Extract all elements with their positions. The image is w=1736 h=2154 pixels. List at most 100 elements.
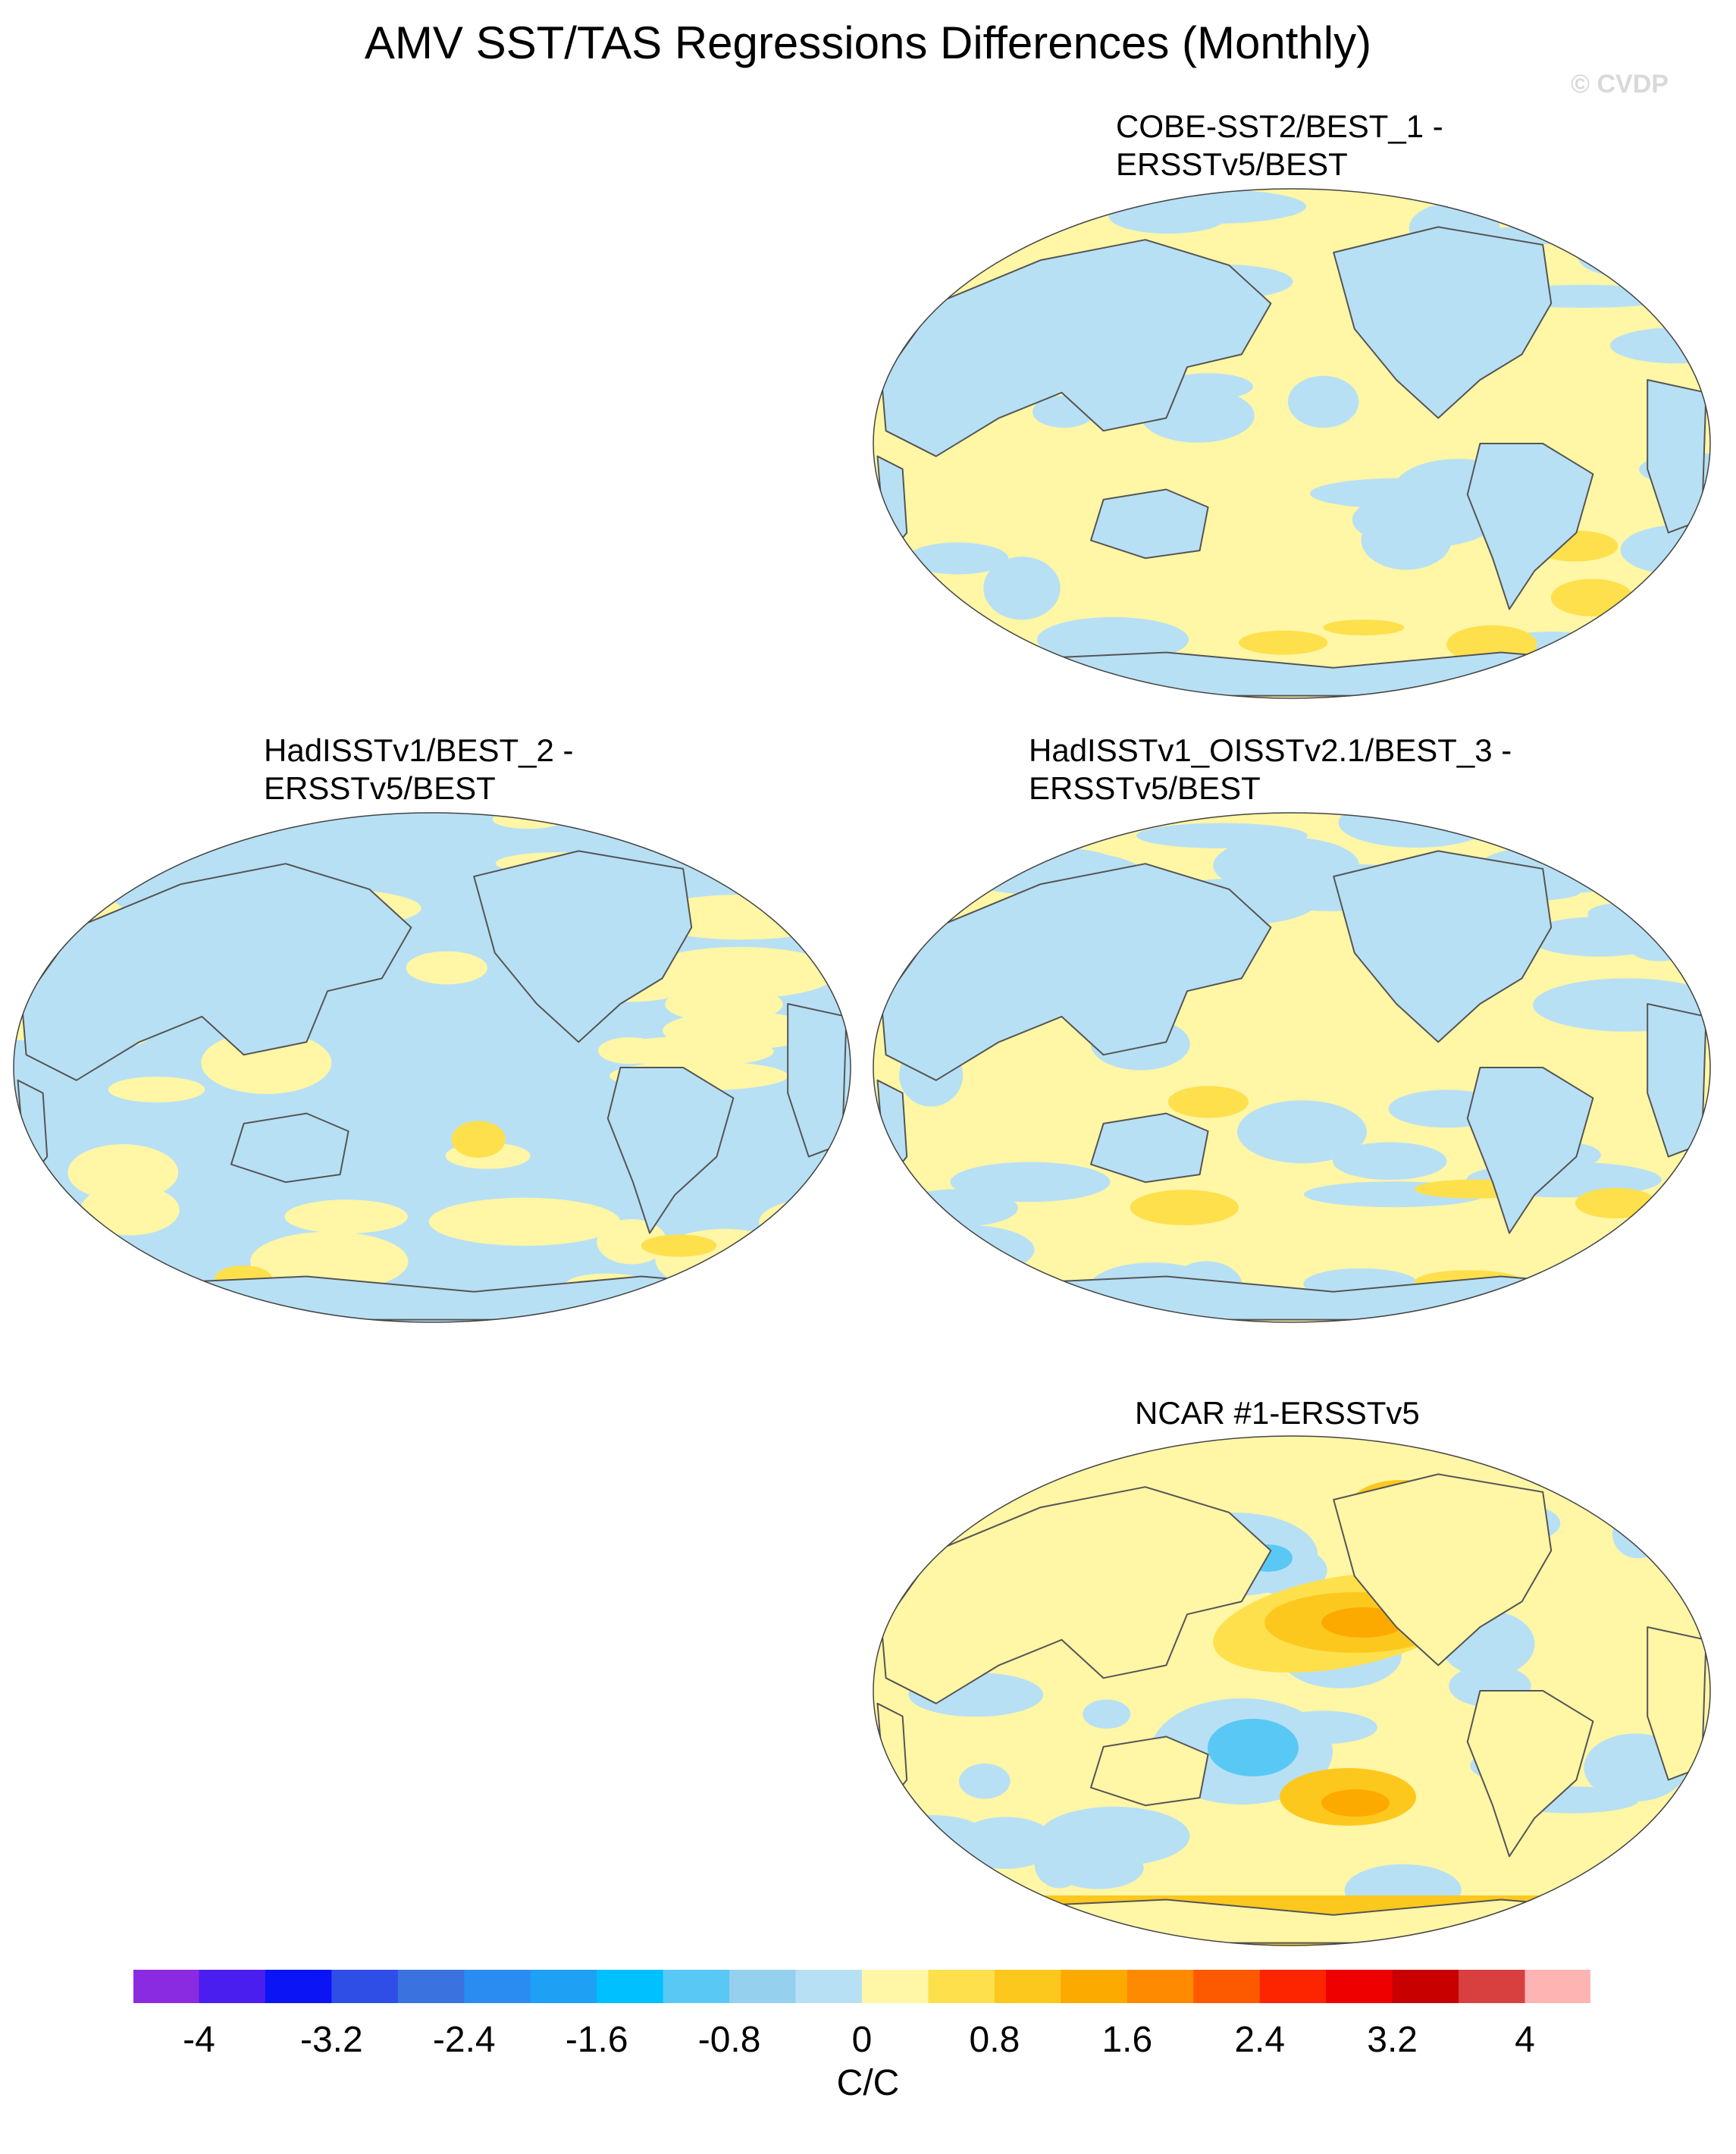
colorbar-swatch	[928, 1969, 995, 2004]
colorbar-tick-label: 0	[851, 2020, 873, 2060]
anomaly-patch	[873, 833, 946, 896]
colorbar-swatch	[265, 1969, 332, 2004]
anomaly-patch	[897, 666, 1037, 686]
map-cobe	[873, 188, 1711, 699]
colorbar-swatch	[1259, 1969, 1327, 2004]
continent-outline	[1466, 1067, 1594, 1234]
anomaly-patch	[1527, 917, 1672, 957]
colorbar-swatch	[199, 1969, 266, 2004]
anomaly-patch	[14, 813, 110, 851]
map-border	[873, 812, 1711, 1323]
colorbar-swatch	[464, 1969, 531, 2004]
colorbar-swatch	[397, 1969, 465, 2004]
colorbar-swatch	[994, 1969, 1061, 2004]
anomaly-patch	[1323, 619, 1405, 636]
colorbar-tick-label: -4	[183, 2020, 215, 2060]
anomaly-patch	[1213, 837, 1360, 894]
colorbar-tick-label: 1.6	[1101, 2020, 1153, 2060]
anomaly-patch	[1609, 327, 1710, 364]
colorbar-tick-label: 0.8	[969, 2020, 1020, 2060]
continent-outline	[17, 1079, 49, 1184]
colorbar-swatch	[1193, 1969, 1261, 2004]
continent-outline	[1090, 1735, 1209, 1807]
continent-outline	[787, 1003, 848, 1158]
colorbar	[133, 1969, 1591, 2004]
map-border	[873, 188, 1711, 699]
continent-outline	[1333, 226, 1553, 419]
anomaly-patch	[1130, 1190, 1239, 1225]
colorbar-swatch	[1127, 1969, 1194, 2004]
anomaly-patch	[1352, 491, 1496, 548]
anomaly-patch	[250, 1231, 409, 1291]
continent-outline	[1647, 1626, 1707, 1781]
anomaly-patch	[608, 1036, 774, 1068]
anomaly-patch	[955, 1817, 1056, 1870]
anomaly-patch	[873, 642, 962, 698]
anomaly-patch	[1575, 1187, 1657, 1219]
anomaly-patch	[1167, 1086, 1249, 1118]
anomaly-patch	[983, 557, 1061, 620]
anomaly-patch	[1333, 1142, 1447, 1180]
colorbar-swatch	[1524, 1969, 1591, 2004]
anomaly-patch	[105, 1265, 182, 1305]
anomaly-patch	[1036, 616, 1189, 663]
anomaly-patch	[950, 1162, 1111, 1202]
continent-outline	[881, 239, 1272, 457]
anomaly-patch	[284, 1199, 408, 1234]
colorbar-swatch	[530, 1969, 597, 2004]
anomaly-patch	[904, 1225, 1035, 1275]
colorbar-tick-label: 2.4	[1234, 2020, 1286, 2060]
map-hadisst	[13, 812, 851, 1323]
anomaly-patch	[959, 1764, 1011, 1799]
colorbar-unit: C/C	[836, 2063, 900, 2103]
anomaly-patch	[1510, 821, 1575, 845]
anomaly-patch	[1237, 1100, 1367, 1164]
anomaly-patch	[1553, 813, 1669, 848]
continent-outline	[1466, 443, 1594, 610]
colorbar-frame	[133, 1969, 1591, 2004]
panel-label-cobe: COBE-SST2/BEST_1 - ERSSTv5/BEST	[1116, 108, 1443, 182]
anomaly-patch	[879, 628, 980, 654]
anomaly-patch	[873, 831, 990, 889]
anomaly-patch	[907, 542, 1009, 575]
colorbar-swatch	[729, 1969, 797, 2004]
colorbar-tick-label: -2.4	[432, 2020, 496, 2060]
colorbar-swatch	[663, 1969, 730, 2004]
anomaly-patch	[108, 1076, 205, 1102]
anomaly-patch	[1163, 373, 1253, 400]
anomaly-patch	[67, 1144, 179, 1201]
continent-outline	[876, 1079, 908, 1184]
anomaly-patch	[1083, 1699, 1131, 1729]
continent-outline	[1333, 1473, 1553, 1666]
colorbar-swatch	[795, 1969, 863, 2004]
continent-outline	[1333, 850, 1553, 1043]
continent-outline	[1466, 1690, 1594, 1858]
continent-outline	[1647, 379, 1707, 534]
panel-label-hadisst-oisst: HadISSTv1_OISSTv2.1/BEST_3 - ERSSTv5/BES…	[1029, 732, 1512, 806]
watermark: © CVDP	[1571, 70, 1669, 99]
continent-outline	[21, 863, 412, 1081]
panel-label-ncar: NCAR #1-ERSSTv5	[1135, 1395, 1420, 1431]
anomaly-patch	[1612, 1510, 1663, 1559]
colorbar-tick-label: -3.2	[300, 2020, 363, 2060]
anomaly-patch	[811, 1226, 851, 1243]
anomaly-patch	[873, 1225, 906, 1255]
anomaly-patch	[1550, 578, 1634, 616]
panel-label-hadisst: HadISSTv1/BEST_2 - ERSSTv5/BEST	[264, 732, 574, 806]
figure-title: AMV SST/TAS Regressions Differences (Mon…	[364, 17, 1372, 68]
anomaly-patch	[406, 951, 487, 985]
anomaly-patch	[1239, 630, 1328, 655]
colorbar-swatch	[1061, 1969, 1128, 2004]
continent-outline	[1090, 1112, 1209, 1184]
colorbar-tick-label: 4	[1515, 2020, 1535, 2060]
colorbar-swatch	[862, 1969, 929, 2004]
colorbar-swatch	[1326, 1969, 1393, 2004]
anomaly-patch	[1321, 1789, 1390, 1817]
map-border	[13, 812, 851, 1323]
map-ncar	[873, 1435, 1711, 1946]
anomaly-patch	[1506, 1915, 1631, 1945]
anomaly-patch	[921, 1893, 1002, 1942]
continent-outline	[1090, 488, 1209, 560]
anomaly-patch	[1287, 375, 1359, 428]
anomaly-patch	[201, 1031, 332, 1094]
